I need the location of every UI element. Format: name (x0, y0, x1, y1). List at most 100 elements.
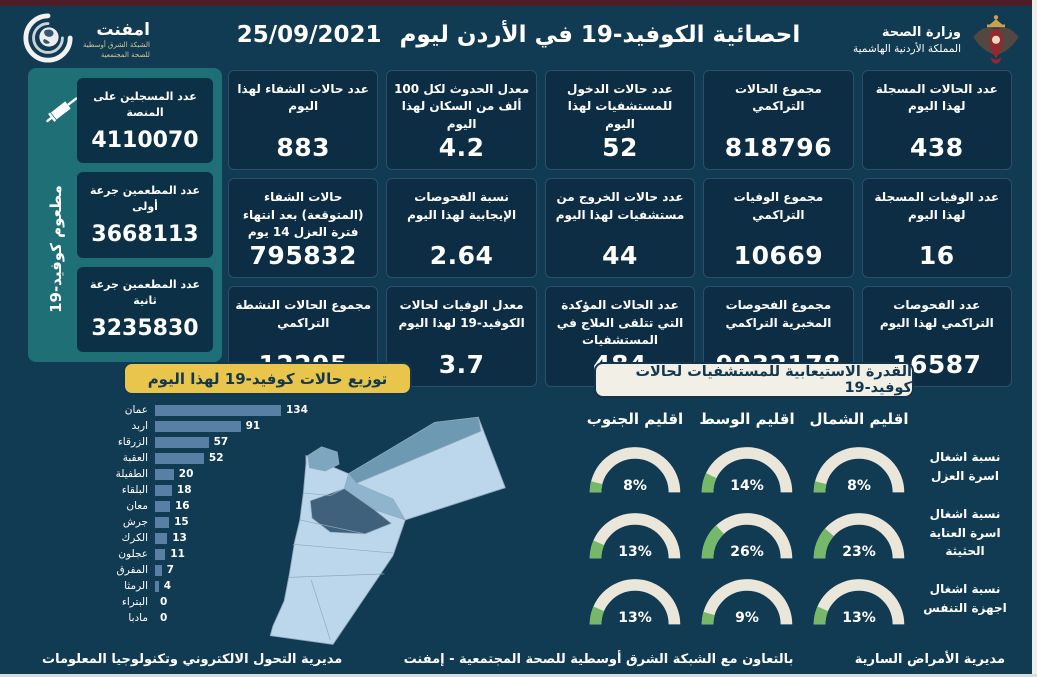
bar-value: 15 (174, 516, 189, 528)
hospital-capacity-gauges: اقليم الشمال اقليم الوسط اقليم الجنوب نسبة… (577, 404, 1015, 632)
bar-row: العقبة 52 (84, 452, 334, 464)
bar-row: اربد 91 (84, 420, 334, 432)
emphnet-globe-icon (22, 12, 74, 68)
stat-label: عدد الحالات المؤكدة التي تتلقى العلاج في… (556, 298, 684, 348)
gauge: 13% (803, 570, 915, 628)
bar (155, 468, 174, 480)
scan-edge-bottom (0, 674, 1037, 677)
vaccine-card-value: 3235830 (91, 316, 199, 342)
bar-label: عجلون (118, 548, 148, 560)
sidebar-vertical-label: مطعوم كوفيد-19 (47, 184, 66, 313)
bar-value: 13 (172, 532, 187, 544)
stat-value: 52 (602, 133, 638, 163)
stat-value: 10669 (733, 241, 824, 271)
bar-value: 16 (175, 500, 190, 512)
gauge-rows: نسبة اشغال اسرة العزل 8% 14% 8% نسبة اشغال ا… (577, 434, 1015, 632)
bar-row: الزرقاء 57 (84, 436, 334, 448)
region-headers: اقليم الشمال اقليم الوسط اقليم الجنوب (577, 404, 1015, 434)
scan-edge-right (1032, 0, 1037, 677)
bar-row: عمان 134 (84, 404, 334, 416)
jordan-map (243, 412, 543, 647)
bar-value: 52 (208, 452, 224, 464)
bar (155, 548, 166, 560)
bar-label: مادبا (128, 612, 148, 624)
bar-value: 91 (245, 420, 261, 432)
bar-row: الكرك 13 (84, 532, 334, 544)
stat-value: 795832 (249, 241, 357, 271)
bar-value: 57 (213, 436, 229, 448)
emphnet-subtitle-1: الشبكة الشرق أوسطية (83, 40, 150, 49)
stat-card: حالات الشفاء (المتوقعة) بعد انتهاء فترة … (228, 178, 379, 279)
stat-value: 44 (602, 241, 638, 271)
bar-label: الطفيلة (115, 468, 148, 480)
vaccine-card: عدد المطعمين جرعة أولى 3668113 (77, 172, 213, 258)
bar-row: الرمثا 4 (84, 580, 334, 592)
bar-label: المفرق (116, 564, 148, 576)
bar-label: الرمثا (124, 580, 148, 592)
bar-value: 20 (178, 468, 194, 480)
gauge-value: 14% (730, 478, 764, 494)
stat-value: 438 (909, 133, 964, 163)
gauge: 13% (579, 504, 691, 562)
stat-value: 818796 (724, 133, 833, 163)
gauge-row-label: نسبة اشغال اسرة العزل (929, 450, 1001, 483)
stat-value: 3.7 (438, 349, 485, 379)
bar (155, 532, 168, 544)
report-date: 25/09/2021 (236, 22, 382, 48)
gauge-value: 26% (730, 544, 764, 560)
bar (155, 580, 159, 592)
stat-card: مجموع الوفيات التراكمي 10669 (703, 178, 854, 279)
stat-label: مجموع الحالات التراكمي (735, 82, 822, 114)
emphnet-name: امفنت (96, 19, 150, 40)
gauge-value: 13% (618, 544, 652, 560)
gauge: 9% (691, 570, 803, 628)
ministry-name: وزارة الصحة (881, 25, 961, 40)
stat-card: عدد حالات الشفاء لهذا اليوم 883 (228, 70, 379, 171)
gauge-value: 23% (842, 544, 876, 560)
gauge-value: 13% (842, 610, 876, 626)
bar (155, 452, 204, 464)
stat-label: معدل الوفيات لحالات الكوفيد-19 لهذا اليو… (398, 298, 525, 330)
bar-value: 11 (170, 548, 185, 560)
bar-row: جرش 15 (84, 516, 334, 528)
ministry-text: وزارة الصحة المملكة الأردنية الهاشمية (853, 25, 961, 55)
stat-card: عدد الوفيات المسجلة لهذا اليوم 16 (861, 178, 1012, 279)
stat-value: 2.64 (429, 241, 494, 271)
gauge-value: 8% (847, 478, 871, 494)
title-text: احصائية الكوفيد-19 في الأردن ليوم (399, 22, 801, 48)
region-header: اقليم الشمال (809, 410, 909, 428)
footer-right: مديرية الأمراض السارية (854, 652, 1005, 667)
vaccine-card: عدد المسجلين على المنصة 4110070 (77, 78, 213, 164)
vaccine-card-label: عدد المسجلين على المنصة (93, 89, 197, 119)
bar-value: 4 (163, 580, 172, 592)
bar-value: 18 (176, 484, 192, 496)
kingdom-name: المملكة الأردنية الهاشمية (852, 43, 961, 55)
bar-value: 134 (286, 404, 308, 416)
vaccine-cards: عدد المسجلين على المنصة 4110070 عدد المطعم… (77, 78, 213, 352)
stat-card: عدد الحالات المسجلة لهذا اليوم 438 (861, 70, 1012, 171)
gauge-row-label: نسبة اشغال اجهزة التنفس (923, 582, 1007, 615)
stat-label: حالات الشفاء (المتوقعة) بعد انتهاء فترة … (242, 190, 364, 239)
bar-row: المفرق 7 (84, 564, 334, 576)
stat-label: عدد حالات الدخول للمستشفيات لهذا اليوم (567, 82, 673, 131)
region-header: اقليم الجنوب (586, 410, 684, 428)
gauge-value: 13% (618, 610, 652, 626)
gauge: 14% (691, 438, 803, 496)
stat-value: 883 (276, 133, 331, 163)
stat-label: مجموع الوفيات التراكمي (733, 190, 824, 222)
stat-card: عدد حالات الدخول للمستشفيات لهذا اليوم 52 (544, 70, 696, 171)
sidebar-vertical-label-wrap: مطعوم كوفيد-19 (30, 146, 82, 351)
distribution-title-banner: توزيع حالات كوفيد-19 لهذا اليوم (123, 362, 412, 395)
stat-card: معدل الحدوث لكل 100 ألف من السكان لهذا ا… (386, 70, 537, 171)
gauge-value: 9% (735, 610, 759, 626)
gauge-value: 8% (623, 478, 647, 494)
header: امفنت الشبكة الشرق أوسطية للصحة المجتمعي… (0, 6, 1037, 68)
bar (155, 420, 241, 432)
stat-card: عدد حالات الخروج من مستشفيات لهذا اليوم 4… (544, 178, 696, 279)
gauge-row-label: نسبة اشغال اسرة العناية الحثيثة (929, 507, 1001, 559)
vaccine-card-value: 4110070 (91, 127, 199, 153)
footer-left: مديرية التحول الالكتروني وتكنولوجيا المع… (42, 652, 343, 667)
gauge: 13% (579, 570, 691, 628)
bar-row: مادبا 0 (84, 612, 334, 624)
